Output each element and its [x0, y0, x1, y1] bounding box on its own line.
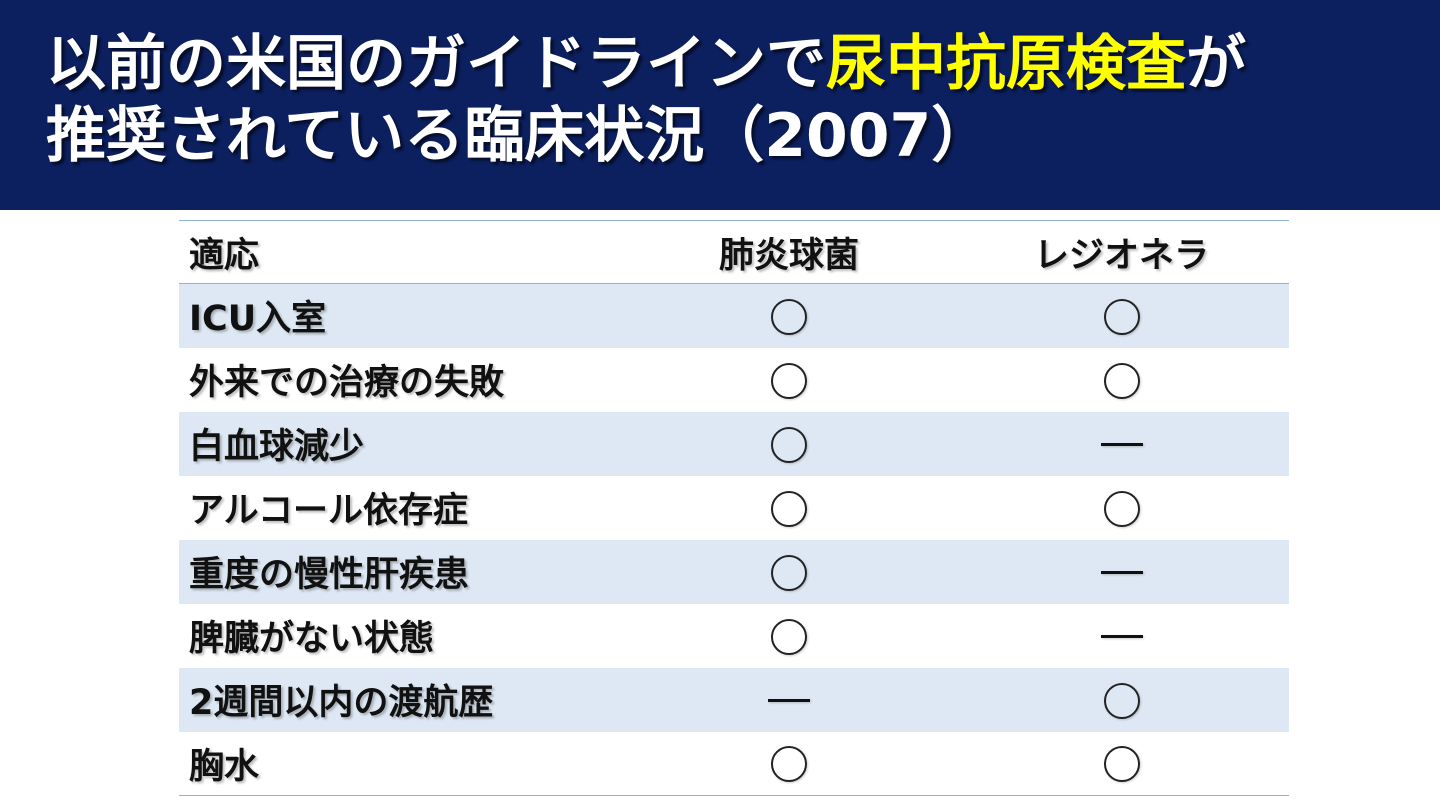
pneumococcus-cell: [624, 412, 954, 476]
indication-cell: 胸水: [189, 746, 260, 787]
table-body: ICU入室外来での治療の失敗 白血球減少アルコール依存症 重度の慢性肝疾患 脾臓がない…: [179, 283, 1289, 796]
indication-cell: 外来での治療の失敗: [189, 363, 505, 403]
table-row: 2週間以内の渡航歴: [179, 667, 1289, 732]
indication-table: 適応 肺炎球菌 レジオネラ ICU入室外来での治療の失敗 白血球減少アルコール依存…: [179, 220, 1289, 796]
pneumococcus-cell: [624, 540, 954, 604]
dash-mark-icon: [768, 699, 810, 702]
pneumococcus-cell: [624, 604, 954, 668]
indication-cell: 脾臓がない状態: [189, 619, 435, 659]
header-legionella: レジオネラ: [1033, 235, 1209, 276]
circle-mark-icon: [771, 618, 807, 655]
table-row: 外来での治療の失敗: [179, 348, 1289, 412]
indication-cell: ICU入室: [189, 299, 327, 340]
circle-mark-icon: [771, 554, 807, 591]
slide-title: 以前の米国のガイドラインで尿中抗原検査が推奨されている臨床状況（2007）: [46, 28, 1426, 172]
circle-mark-icon: [771, 746, 807, 783]
legionella-cell: [954, 668, 1289, 732]
table-row: ICU入室: [179, 283, 1289, 348]
legionella-cell: [954, 540, 1289, 604]
legionella-cell: [954, 604, 1289, 668]
title-part1: 以前の米国のガイドラインで: [46, 29, 826, 99]
table-row: 重度の慢性肝疾患: [179, 539, 1289, 604]
pneumococcus-cell: [624, 732, 954, 796]
pneumococcus-cell: [624, 668, 954, 732]
pneumococcus-cell: [624, 348, 954, 412]
circle-mark-icon: [771, 490, 807, 527]
legionella-cell: [954, 732, 1289, 796]
indication-cell: 2週間以内の渡航歴: [189, 683, 494, 723]
pneumococcus-cell: [624, 284, 954, 348]
circle-mark-icon: [1103, 298, 1140, 335]
title-highlight: 尿中抗原検査: [826, 29, 1186, 99]
pneumococcus-cell: [624, 476, 954, 540]
table-row: 胸水: [179, 732, 1289, 796]
circle-mark-icon: [1103, 682, 1140, 719]
circle-mark-icon: [771, 298, 807, 335]
dash-mark-icon: [1100, 571, 1143, 574]
table-row: 白血球減少: [179, 411, 1289, 476]
circle-mark-icon: [771, 426, 807, 463]
circle-mark-icon: [1103, 362, 1140, 399]
header-pneumococcus: 肺炎球菌: [718, 235, 859, 276]
indication-cell: 白血球減少: [189, 427, 365, 467]
table-header-row: 適応 肺炎球菌 レジオネラ: [179, 220, 1289, 284]
table-row: アルコール依存症: [179, 476, 1289, 540]
legionella-cell: [954, 412, 1289, 476]
title-line2: 推奨されている臨床状況（2007）: [46, 101, 992, 171]
circle-mark-icon: [771, 362, 807, 399]
dash-mark-icon: [1100, 443, 1143, 446]
title-banner: 以前の米国のガイドラインで尿中抗原検査が推奨されている臨床状況（2007）: [0, 0, 1440, 210]
legionella-cell: [954, 284, 1289, 348]
circle-mark-icon: [1103, 746, 1140, 783]
legionella-cell: [954, 348, 1289, 412]
indication-cell: 重度の慢性肝疾患: [189, 555, 470, 595]
table-row: 脾臓がない状態: [179, 604, 1289, 668]
title-part2: が: [1186, 29, 1246, 99]
header-indication: 適応: [189, 235, 260, 276]
dash-mark-icon: [1100, 635, 1143, 638]
circle-mark-icon: [1103, 490, 1140, 527]
legionella-cell: [954, 476, 1289, 540]
indication-cell: アルコール依存症: [189, 491, 468, 531]
indication-table-container: 適応 肺炎球菌 レジオネラ ICU入室外来での治療の失敗 白血球減少アルコール依存…: [179, 220, 1289, 796]
